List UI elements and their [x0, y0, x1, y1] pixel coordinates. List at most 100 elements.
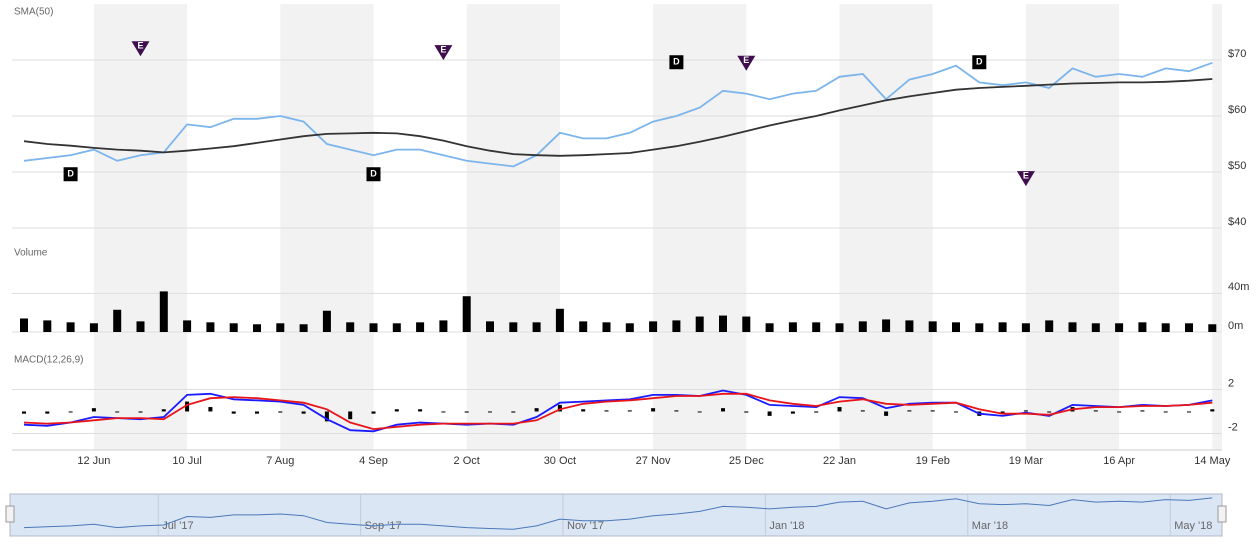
- event-flag: [669, 55, 684, 70]
- macd-histogram-bar: [1140, 410, 1145, 412]
- series-line: [23, 78, 1213, 157]
- event-flag-label: D: [67, 169, 74, 179]
- volume-bar: [486, 321, 494, 332]
- volume-bar: [509, 322, 518, 332]
- x-tick-label: 25 Dec: [729, 455, 764, 467]
- volume-bar: [1138, 322, 1147, 332]
- navigator-label: May '18: [1174, 520, 1212, 532]
- y-tick-label: $60: [1228, 104, 1246, 116]
- navigator-label: Nov '17: [567, 520, 604, 532]
- shade-band: [1025, 4, 1120, 450]
- macd-histogram-bar: [348, 411, 353, 420]
- macd-histogram-bar: [744, 411, 749, 413]
- y-tick-label: $70: [1228, 48, 1246, 60]
- volume-bar: [253, 324, 261, 332]
- volume-bar: [1045, 320, 1054, 332]
- macd-histogram-bar: [860, 410, 865, 412]
- volume-bar: [905, 320, 914, 332]
- macd-histogram-bar: [837, 407, 842, 412]
- volume-bar: [555, 308, 564, 332]
- x-tick-label: 30 Oct: [544, 455, 576, 467]
- macd-histogram-bar: [1000, 411, 1005, 414]
- x-tick-label: 10 Jul: [172, 455, 201, 467]
- volume-bar: [346, 322, 355, 332]
- shade-band: [653, 4, 747, 450]
- volume-bar: [1021, 323, 1030, 332]
- x-tick-label: 19 Mar: [1009, 455, 1044, 467]
- volume-bar: [788, 322, 797, 332]
- volume-bar: [579, 321, 588, 332]
- volume-bar: [812, 322, 821, 332]
- volume-bar: [183, 320, 192, 332]
- y-tick-label: $40: [1228, 216, 1246, 228]
- navigator-label: Sep '17: [365, 520, 402, 532]
- macd-histogram-bar: [814, 411, 819, 413]
- macd-histogram-bar: [581, 409, 586, 412]
- macd-histogram-bar: [185, 401, 190, 412]
- volume-bar: [1185, 323, 1193, 332]
- y-tick-label: 40m: [1228, 281, 1249, 293]
- macd-histogram-bar: [511, 411, 516, 413]
- y-tick-label: $50: [1228, 160, 1246, 172]
- volume-bar: [1068, 322, 1077, 332]
- event-flag: [63, 167, 78, 182]
- event-flag-label: E: [743, 55, 749, 65]
- macd-histogram-bar: [674, 410, 679, 412]
- navigator-line: [23, 497, 1213, 530]
- macd-histogram-bar: [1187, 411, 1191, 413]
- event-flag-label: E: [137, 41, 143, 51]
- shade-band: [839, 4, 933, 450]
- macd-histogram-bar: [441, 411, 446, 413]
- macd-histogram-bar: [324, 411, 329, 422]
- y-tick-label: 2: [1228, 377, 1234, 389]
- event-flag-label: E: [1023, 171, 1029, 181]
- x-tick-label: 7 Aug: [266, 455, 294, 467]
- navigator-label: Jul '17: [162, 520, 193, 532]
- event-flag: [737, 55, 756, 71]
- y-tick-label: 0m: [1228, 320, 1243, 332]
- volume-bar: [206, 322, 215, 332]
- event-flag-label: D: [370, 169, 377, 179]
- volume-bar: [322, 310, 331, 332]
- series-line: [23, 61, 1213, 168]
- navigator-range: [9, 493, 1223, 537]
- macd-histogram-bar: [278, 411, 283, 413]
- volume-bar: [392, 323, 401, 332]
- shade-band: [1212, 4, 1222, 450]
- macd-histogram-bar: [68, 411, 73, 413]
- macd-histogram-bar: [790, 411, 795, 414]
- volume-bar: [765, 323, 774, 332]
- navigator-handle[interactable]: [1217, 505, 1227, 523]
- navigator-handle[interactable]: [5, 505, 15, 523]
- navigator-label: Mar '18: [972, 520, 1008, 532]
- macd-histogram-bar: [115, 411, 120, 413]
- macd-histogram-bar: [1093, 410, 1098, 412]
- volume-bar: [229, 323, 238, 332]
- macd-histogram-bar: [767, 411, 772, 416]
- event-flag: [131, 41, 150, 57]
- macd-histogram-bar: [1163, 411, 1168, 413]
- macd-histogram-bar: [884, 411, 889, 416]
- x-tick-label: 14 May: [1194, 455, 1231, 467]
- macd-histogram-bar: [301, 411, 306, 414]
- volume-bar: [742, 316, 751, 332]
- macd-histogram-bar: [161, 409, 166, 412]
- volume-bar: [159, 291, 168, 332]
- volume-bar: [66, 322, 75, 332]
- x-tick-label: 27 Nov: [636, 455, 671, 467]
- event-flag-label: D: [976, 57, 983, 67]
- macd-histogram-bar: [557, 404, 562, 412]
- macd-histogram-bar: [138, 411, 143, 413]
- volume-bar: [43, 320, 52, 332]
- x-tick-label: 16 Apr: [1103, 455, 1135, 467]
- macd-histogram-bar: [907, 410, 912, 412]
- volume-bar: [276, 323, 285, 332]
- x-tick-label: 2 Oct: [454, 455, 480, 467]
- macd-histogram-bar: [91, 408, 96, 412]
- volume-bar: [998, 322, 1007, 332]
- panel-title: Volume: [14, 248, 48, 259]
- volume-bar: [975, 323, 984, 332]
- panel-title: SMA(50): [14, 7, 53, 18]
- macd-histogram-bar: [604, 410, 609, 412]
